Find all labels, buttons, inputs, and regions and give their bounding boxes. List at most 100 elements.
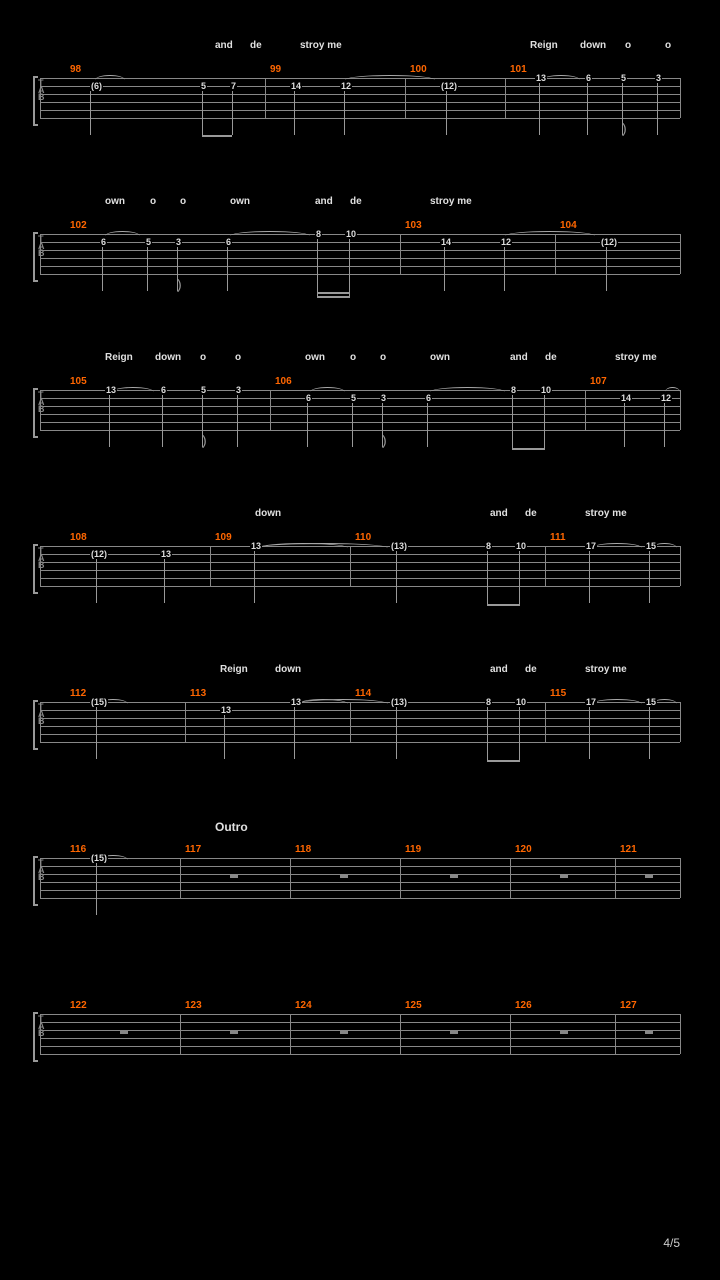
fret-number: 5 — [200, 81, 207, 91]
lyric-word: de — [545, 352, 557, 363]
measure-number: 101 — [510, 64, 527, 75]
tie-arc — [258, 543, 388, 548]
tab-system: anddestroy meReigndownoo9899100101TAB)(6… — [40, 40, 680, 126]
staff-area: 102103104TAB)65368101412(12) — [40, 222, 680, 282]
fret-number: (12) — [440, 81, 458, 91]
fret-number: (13) — [390, 541, 408, 551]
fret-number: 3 — [235, 385, 242, 395]
measure-number: 100 — [410, 64, 427, 75]
staff-line — [40, 398, 680, 399]
tab-clef: TAB — [38, 236, 45, 257]
tie-arc — [542, 75, 580, 80]
note-stem — [237, 394, 238, 447]
note-stem — [96, 862, 97, 915]
note-stem — [589, 550, 590, 603]
staff-line — [40, 110, 680, 111]
measure-number: 104 — [560, 220, 577, 231]
lyric-word: o — [200, 352, 206, 363]
note-stem — [90, 90, 91, 135]
barline — [40, 702, 41, 742]
note-stem — [96, 558, 97, 603]
fret-number: 13 — [250, 541, 262, 551]
measure-number: 121 — [620, 844, 637, 855]
barline — [180, 1014, 181, 1054]
lyric-word: own — [430, 352, 450, 363]
rest — [645, 874, 653, 878]
barline — [400, 1014, 401, 1054]
note-stem — [352, 402, 353, 447]
staff-line — [40, 118, 680, 119]
fret-number: 5 — [620, 73, 627, 83]
tie-arc — [592, 699, 642, 704]
measure-number: 98 — [70, 64, 81, 75]
fret-number: (12) — [600, 237, 618, 247]
note-stem — [254, 550, 255, 603]
note-stem — [487, 550, 488, 606]
fret-number: 8 — [510, 385, 517, 395]
lyrics-row: Outro — [40, 820, 680, 838]
staff-line — [40, 882, 680, 883]
tie-arc — [310, 387, 345, 392]
staff-line — [40, 266, 680, 267]
staff-line — [40, 710, 680, 711]
fret-number: 6 — [100, 237, 107, 247]
fret-number: 3 — [655, 73, 662, 83]
lyric-word: stroy me — [585, 508, 627, 519]
barline — [350, 546, 351, 586]
tab-system: Reigndownanddestroy me112113114115TAB(15… — [40, 664, 680, 750]
note-stem — [504, 246, 505, 291]
lyric-word: de — [250, 40, 262, 51]
lyric-word: stroy me — [430, 196, 472, 207]
barline — [680, 702, 681, 742]
lyric-word: Reign — [220, 664, 248, 675]
fret-number: 10 — [540, 385, 552, 395]
note-stem — [649, 706, 650, 759]
lyric-word: de — [525, 508, 537, 519]
barline — [585, 390, 586, 430]
staff-area: 9899100101TAB)(6)571412(12)13653 — [40, 66, 680, 126]
staff-line — [40, 250, 680, 251]
barline — [210, 546, 211, 586]
beam — [317, 296, 349, 298]
fret-number: 17 — [585, 697, 597, 707]
tab-system: ownooownanddestroy me102103104TAB)653681… — [40, 196, 680, 282]
fret-number: 13 — [220, 705, 232, 715]
measure-number: 117 — [185, 844, 201, 855]
barline — [40, 390, 41, 430]
staff-line — [40, 726, 680, 727]
fret-number: 15 — [645, 697, 657, 707]
fret-number: 12 — [660, 393, 672, 403]
note-stem — [664, 402, 665, 447]
staff-line — [40, 86, 680, 87]
lyric-word: and — [215, 40, 233, 51]
note-stem — [344, 90, 345, 135]
fret-number: (15) — [90, 697, 108, 707]
tab-clef: TAB — [38, 548, 45, 569]
measure-number: 116 — [70, 844, 86, 855]
barline — [680, 1014, 681, 1054]
barline — [185, 702, 186, 742]
barline — [350, 702, 351, 742]
fret-number: 13 — [535, 73, 547, 83]
fret-number: 7 — [230, 81, 237, 91]
barline — [615, 1014, 616, 1054]
note-stem — [539, 82, 540, 135]
note-stem — [487, 706, 488, 762]
fret-number: 8 — [485, 541, 492, 551]
staff-line — [40, 414, 680, 415]
rest — [560, 1030, 568, 1034]
note-flag: ) — [202, 432, 207, 448]
lyric-word: o — [625, 40, 631, 51]
rest — [230, 1030, 238, 1034]
staff-line — [40, 430, 680, 431]
note-stem — [317, 238, 318, 298]
lyric-word: own — [305, 352, 325, 363]
fret-number: (6) — [90, 81, 103, 91]
note-stem — [109, 394, 110, 447]
note-stem — [396, 550, 397, 603]
beam — [202, 135, 232, 137]
rest — [560, 874, 568, 878]
lyric-word: de — [525, 664, 537, 675]
lyric-word: own — [105, 196, 125, 207]
tie-arc — [505, 231, 595, 236]
